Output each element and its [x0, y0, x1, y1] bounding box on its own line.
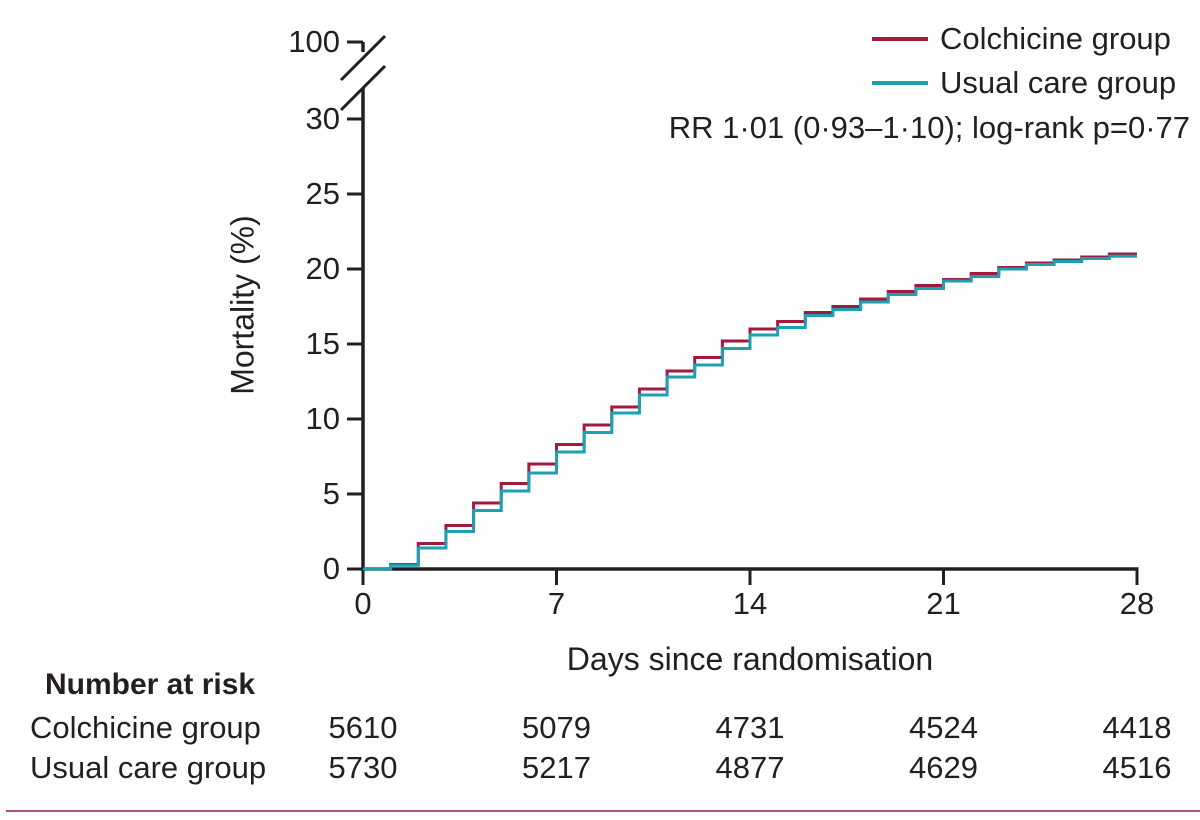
x-tick-label: 0: [354, 586, 372, 621]
risk-row-label: Usual care group: [30, 750, 267, 785]
risk-row-label: Colchicine group: [30, 710, 261, 745]
risk-count: 5610: [328, 710, 398, 745]
x-tick-label: 21: [926, 586, 961, 621]
risk-count: 4524: [909, 710, 978, 745]
risk-table-title: Number at risk: [45, 668, 256, 701]
legend-label-colchicine: Colchicine group: [940, 21, 1171, 56]
stats-annotation: RR 1·01 (0·93–1·10); log-rank p=0·77: [668, 110, 1190, 145]
x-tick-label: 28: [1119, 586, 1155, 621]
legend-line-usual-care-icon: [872, 81, 928, 85]
y-tick-label: 10: [305, 401, 340, 436]
x-tick-label: 7: [547, 586, 566, 621]
legend-line-colchicine-icon: [872, 37, 928, 41]
y-tick-label: 5: [322, 476, 340, 511]
risk-count: 4629: [909, 750, 978, 785]
y-tick-label: 100: [288, 24, 340, 59]
risk-count: 5079: [522, 710, 591, 745]
y-tick-label: 15: [305, 326, 340, 361]
y-tick-label: 25: [305, 176, 340, 211]
y-tick-label: 0: [322, 551, 340, 586]
x-axis-title: Days since randomisation: [566, 641, 934, 677]
risk-table-row-usual-care: Usual care group 5730 5217 4877 4629 451…: [0, 750, 1200, 788]
legend-label-usual-care: Usual care group: [940, 65, 1177, 100]
risk-table-row-colchicine: Colchicine group 5610 5079 4731 4524 441…: [0, 710, 1200, 748]
risk-count: 5217: [522, 750, 591, 785]
risk-count: 4516: [1102, 750, 1172, 785]
risk-count: 4418: [1102, 710, 1172, 745]
risk-count: 5730: [328, 750, 398, 785]
bottom-rule: [6, 810, 1200, 812]
x-tick-label: 14: [732, 586, 768, 621]
y-tick-label: 30: [305, 101, 340, 136]
risk-count: 4731: [715, 710, 785, 745]
y-tick-label: 20: [305, 251, 340, 286]
y-axis-title: Mortality (%): [224, 215, 261, 395]
risk-count: 4877: [715, 750, 785, 785]
